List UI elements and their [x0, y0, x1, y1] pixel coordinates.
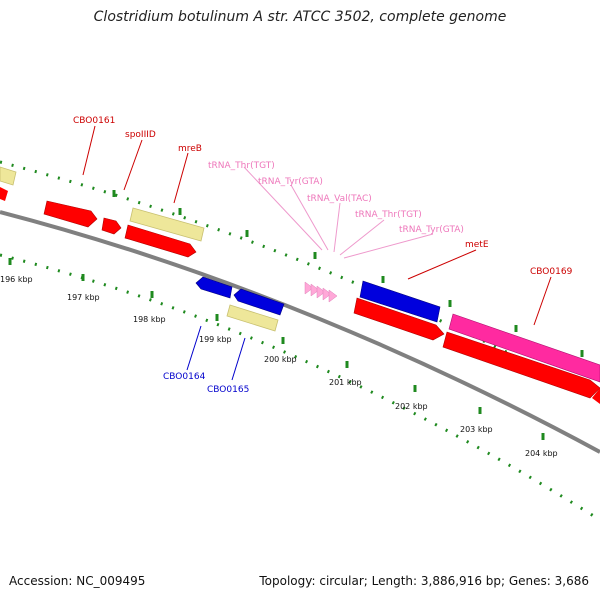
label-trna-thr-tgt-1: tRNA_Thr(TGT) [208, 161, 275, 171]
label-cbo0165: CBO0165 [207, 385, 249, 395]
label-cbo0164: CBO0164 [163, 372, 206, 382]
gene-cbo0169 [448, 313, 600, 383]
gene-red-left-edge [0, 187, 8, 201]
kbp-label-203: 203 kbp [460, 425, 493, 434]
gene-cbo0164 [195, 276, 233, 299]
label-trna-tyr-gta-1: tRNA_Tyr(GTA) [258, 177, 323, 187]
kbp-label-197: 197 kbp [67, 293, 100, 302]
gene-mreb [129, 207, 205, 242]
genome-backbone [0, 210, 600, 454]
gene-cbo0165 [226, 304, 279, 332]
label-spoiiid: spoIIID [125, 130, 156, 140]
kbp-label-202: 202 kbp [395, 402, 428, 411]
trna-cluster [304, 281, 338, 303]
gene-mete-blue [359, 280, 441, 323]
label-trna-val-tac: tRNA_Val(TAC) [307, 194, 372, 204]
kbp-label-200: 200 kbp [264, 355, 297, 364]
label-cbo0161: CBO0161 [73, 116, 115, 126]
kbp-label-199: 199 kbp [199, 335, 232, 344]
gene-cbo0164b [233, 288, 285, 316]
gene-cbo0170 [442, 331, 600, 399]
label-connectors [82, 125, 552, 381]
genome-summary-text: Topology: circular; Length: 3,886,916 bp… [259, 574, 589, 588]
gene-red-right-edge [592, 388, 600, 404]
map-title: Clostridium botulinum A str. ATCC 3502, … [93, 9, 507, 25]
label-cbo0169: CBO0169 [530, 267, 573, 277]
kbp-label-196: 196 kbp [0, 275, 33, 284]
kbp-label-201: 201 kbp [329, 378, 362, 387]
gene-cbo0162 [124, 224, 197, 258]
outer-major-ticks [112, 190, 584, 357]
gene-cbo0161 [43, 200, 98, 228]
label-trna-tyr-gta-2: tRNA_Tyr(GTA) [399, 225, 464, 235]
inner-major-ticks [8, 258, 545, 440]
kbp-label-198: 198 kbp [133, 315, 166, 324]
gene-mete [353, 297, 445, 341]
label-mete: metE [465, 240, 489, 250]
gene-yellow-left-edge [0, 166, 17, 186]
label-trna-thr-tgt-2: tRNA_Thr(TGT) [355, 210, 422, 220]
gene-spoiiid [101, 217, 122, 235]
kbp-label-204: 204 kbp [525, 449, 558, 458]
label-mreb: mreB [178, 144, 202, 154]
accession-text: Accession: NC_009495 [9, 574, 146, 588]
